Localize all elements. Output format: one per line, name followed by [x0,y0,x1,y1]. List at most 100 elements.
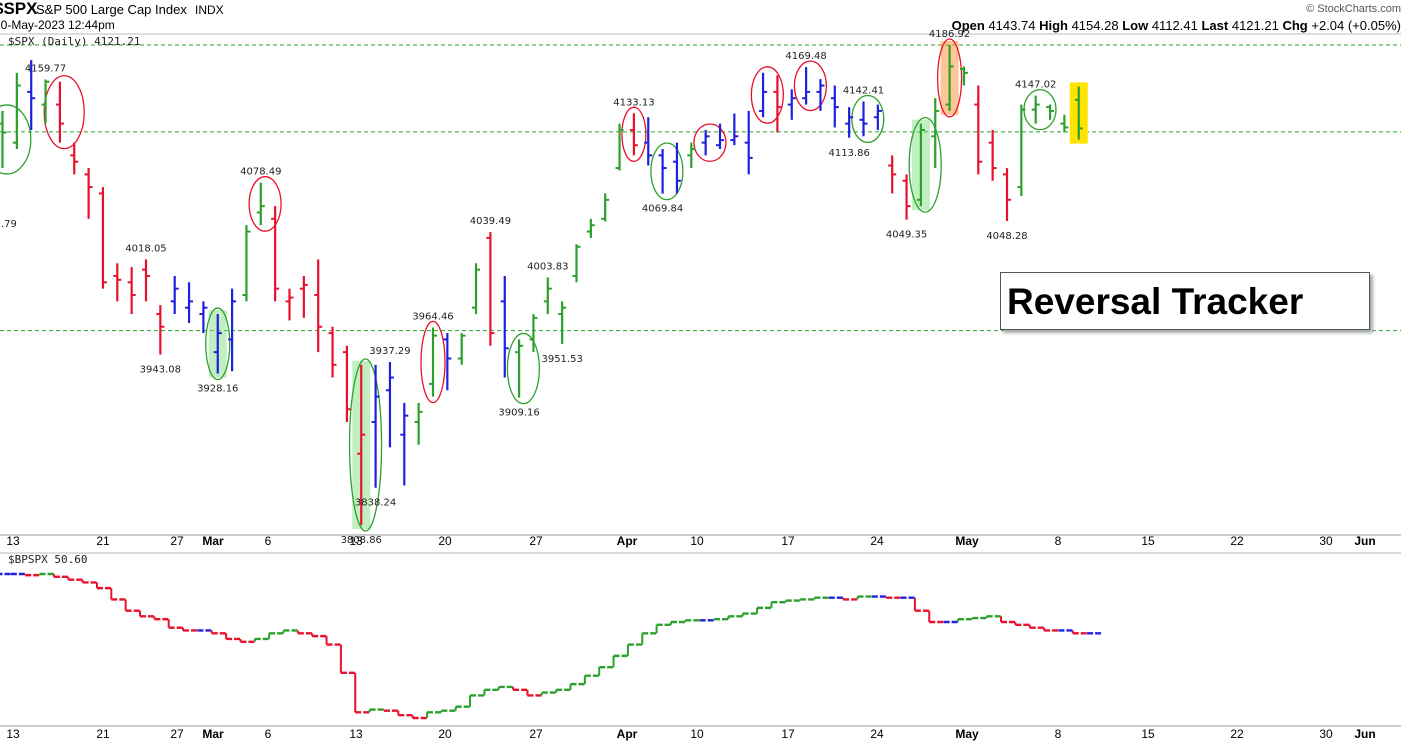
ohlc-bar [945,45,954,111]
ohlc-bar [328,326,337,378]
reversal-tracker-title: Reversal Tracker [1000,272,1370,330]
reversal-circle [348,358,383,532]
price-label: 4169.48 [785,51,826,62]
ohlc-bar [974,85,983,175]
ohlc-bar [84,168,93,219]
ohlc-bar [959,66,968,86]
price-label: 4159.77 [25,63,66,74]
ohlc-bar [242,225,251,302]
ohlc-bar [414,402,423,445]
ohlc-bar [127,267,136,315]
x-tick-label: 13 [6,727,20,741]
reversal-circle [650,142,684,201]
price-label: 4142.41 [843,86,884,97]
datetime-label: 10-May-2023 12:44pm [0,18,115,32]
ohlc-bar [744,110,753,175]
ohlc-bar [1003,168,1011,222]
price-panel-label: $SPX (Daily) 4121.21 [8,35,141,48]
x-tick-label: 8 [1055,534,1062,548]
x-tick-label: 21 [96,727,110,741]
price-label: 4186.92 [929,29,970,40]
last-label: Last [1201,18,1229,33]
reversal-circle [420,320,446,404]
ohlc-bar [902,174,911,220]
ohlc-bar [500,275,509,378]
x-tick-label: 27 [529,534,543,548]
x-tick-label: Mar [202,534,224,548]
x-tick-label: 13 [349,727,363,741]
x-tick-label: Apr [617,727,638,741]
ohlc-bar [515,339,524,398]
price-label: 3964.46 [412,311,453,322]
open-label: Open [951,18,985,33]
ohlc-bar [916,123,925,207]
ohlc-bar [730,113,739,146]
ohlc-bar [802,67,811,105]
ohlc-bar [931,98,940,169]
reversal-circle [750,66,785,124]
price-label: 3951.53 [541,354,582,365]
ohlc-bar [830,85,839,128]
ohlc-bar [558,301,567,344]
price-label: 3943.08 [140,365,181,376]
last-value: 4121.21 [1231,18,1279,33]
x-tick-label: 21 [96,534,110,548]
ohlc-bar [759,72,768,118]
x-tick-label: 10 [690,534,704,548]
open-value: 4143.74 [988,18,1036,33]
price-label: 3838.24 [355,498,396,509]
price-label: 3909.16 [498,408,539,419]
ohlc-bar [658,149,667,194]
ohlc-bar [845,107,854,138]
ohlc-bar [199,301,208,334]
ohlc-bar [429,327,437,397]
ohlc-bar [472,263,481,315]
ohlc-bar [572,244,581,283]
ohlc-bar [170,275,179,315]
reversal-circle [851,94,885,143]
x-tick-label: 20 [438,534,452,548]
ohlc-bar [12,72,21,150]
ohlc-bar [314,259,323,353]
x-tick-label: Jun [1354,534,1375,548]
ohlc-bar [185,282,194,323]
ohlc-bar [41,79,50,124]
ohlc-bar [701,129,710,156]
price-label: 4039.49 [470,216,511,227]
ohlc-bar [1031,95,1040,124]
ohlc-bar [1017,104,1026,196]
price-label: 4133.13 [613,97,654,108]
chg-value: +2.04 (+0.05%) [1311,18,1401,33]
ohlc-bar [888,155,897,194]
ohlc-bar [457,333,466,365]
reversal-circle [621,106,647,163]
ohlc-bar [873,104,882,130]
x-tick-label: 6 [265,727,272,741]
ohlc-bar [385,361,394,448]
x-tick-label: 13 [6,534,20,548]
x-tick-label: 27 [170,534,184,548]
ohlc-bar [988,129,997,181]
price-label: 4113.86 [828,148,869,159]
ohlc-bar [228,288,237,372]
breadth-panel-label: $BPSPX 50.60 [8,553,88,566]
x-tick-label: 8 [1055,727,1062,741]
price-label: 4069.84 [642,204,683,215]
x-tick-label: Jun [1354,727,1375,741]
reversal-circle [43,75,85,150]
ohlc-bar [342,345,351,422]
ohlc-bar [543,277,552,315]
x-tick-label: 6 [265,534,272,548]
ohlc-readout: Open 4143.74 High 4154.28 Low 4112.41 La… [952,18,1401,33]
price-label-partial: .79 [1,219,17,230]
ohlc-bar [443,333,452,391]
ohlc-bar [0,110,7,169]
ohlc-bar [615,123,624,171]
ohlc-bar [644,117,653,166]
high-label: High [1039,18,1068,33]
ohlc-bar [156,305,165,355]
low-value: 4112.41 [1151,18,1198,33]
price-label: 4048.28 [986,231,1027,242]
x-tick-label: 30 [1319,727,1333,741]
